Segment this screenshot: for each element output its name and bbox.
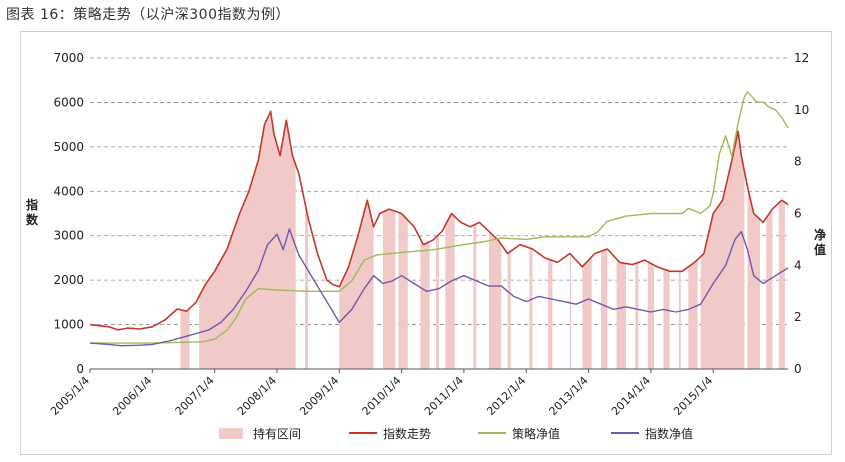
x-tick-label: 2011/1/4 xyxy=(422,374,466,418)
legend: 持有区间 指数走势 策略净值 指数净值 xyxy=(219,426,693,441)
holding-interval-bar xyxy=(339,203,374,369)
y-tick-label: 4000 xyxy=(53,184,84,198)
holding-interval-bar xyxy=(663,269,670,369)
y-tick-label: 6000 xyxy=(53,95,84,109)
holding-interval-bar xyxy=(582,256,592,369)
y2-tick-label: 12 xyxy=(794,51,809,65)
y2-tick-label: 6 xyxy=(794,207,802,221)
index-trend-line xyxy=(89,110,789,331)
holding-interval-bar xyxy=(700,136,745,369)
series-lines xyxy=(89,91,789,347)
y-tick-label: 0 xyxy=(76,362,84,376)
y2-tick-label: 0 xyxy=(794,362,802,376)
holding-interval-bar xyxy=(507,251,511,369)
legend-label: 持有区间 xyxy=(253,426,301,441)
holding-interval-bar xyxy=(569,253,572,369)
x-tick-label: 2006/1/4 xyxy=(110,374,154,418)
chart-frame xyxy=(20,31,832,455)
holding-interval-bar xyxy=(635,262,639,369)
y2-tick-label: 4 xyxy=(794,258,802,272)
y2-axis-title-char: 净 xyxy=(814,227,826,242)
legend-label: 指数走势 xyxy=(383,426,431,441)
holding-interval-bar xyxy=(180,308,190,369)
x-tick-label: 2009/1/4 xyxy=(297,374,341,418)
holding-interval-bar xyxy=(473,223,477,369)
holding-interval-bar xyxy=(678,271,681,369)
holding-interval-bar xyxy=(382,209,396,369)
holding-interval-bar xyxy=(601,249,608,369)
x-tick-label: 2008/1/4 xyxy=(235,374,279,418)
holding-interval-bar xyxy=(647,261,654,369)
holding-interval-bar xyxy=(747,186,760,369)
x-tick-label: 2010/1/4 xyxy=(360,374,404,418)
x-tick-label: 2015/1/4 xyxy=(671,374,715,418)
holding-interval-bar xyxy=(778,200,785,369)
y-tick-label: 3000 xyxy=(53,229,84,243)
y2-axis-title-char: 值 xyxy=(814,242,826,257)
y-axis-title-char: 指 xyxy=(26,197,38,212)
holding-interval-bar xyxy=(435,234,439,369)
y-axis-title-char: 数 xyxy=(26,212,39,227)
legend-swatch-hold xyxy=(219,428,243,439)
y-tick-label: 2000 xyxy=(53,273,84,287)
grid-lines xyxy=(90,57,788,325)
holding-interval-bar xyxy=(398,212,408,369)
y2-tick-label: 8 xyxy=(794,155,802,169)
holding-interval-bar xyxy=(688,259,698,369)
x-tick-label: 2005/1/4 xyxy=(48,374,92,418)
holding-interval-bar xyxy=(548,259,553,369)
x-tick-label: 2007/1/4 xyxy=(173,374,217,418)
figure-title: 图表 16：策略走势（以沪深300指数为例） xyxy=(6,7,290,23)
holding-interval-bar xyxy=(445,214,455,369)
holding-interval-bar xyxy=(305,203,309,369)
y2-tick-label: 2 xyxy=(794,310,802,324)
x-tick-label: 2012/1/4 xyxy=(484,374,528,418)
index-nav-line xyxy=(89,228,789,347)
y-tick-label: 7000 xyxy=(53,51,84,65)
legend-label: 策略净值 xyxy=(512,426,560,441)
strategy-nav-line xyxy=(90,91,789,344)
x-tick-label: 2013/1/4 xyxy=(547,374,591,418)
holding-interval-bar xyxy=(616,259,626,369)
holding-interval-bar xyxy=(420,238,430,369)
holding-interval-bar xyxy=(766,209,773,369)
y2-tick-label: 10 xyxy=(794,103,809,117)
holding-interval-bar xyxy=(488,231,502,369)
y-tick-label: 1000 xyxy=(53,318,84,332)
y-tick-label: 5000 xyxy=(53,140,84,154)
legend-label: 指数净值 xyxy=(645,426,693,441)
x-tick-label: 2014/1/4 xyxy=(609,374,653,418)
holding-interval-bar xyxy=(529,247,533,369)
holding-interval-bar xyxy=(199,113,296,369)
